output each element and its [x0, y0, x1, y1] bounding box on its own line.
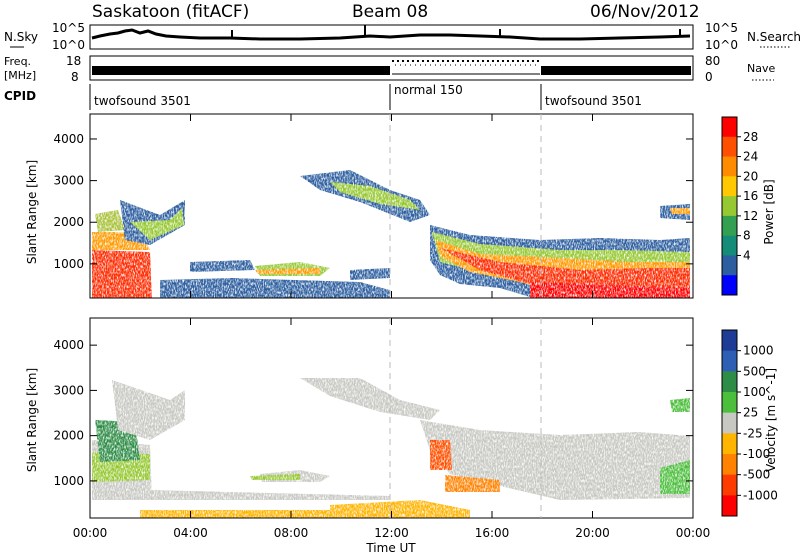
colorbar-tick-label: 28 [743, 130, 758, 144]
colorbar-tick-label: 100 [743, 385, 766, 399]
nave-label: Nave [747, 62, 775, 75]
date-title: 06/Nov/2012 [590, 2, 700, 22]
velocity-y-ticks: 1000 2000 3000 4000 [53, 338, 693, 488]
colorbar-tick-label: 4 [743, 248, 751, 262]
velocity-y-axis-label: Slant Range [km] [25, 368, 39, 472]
nsky-trace [91, 28, 691, 41]
cpid-segment-3: twofsound 3501 [545, 94, 642, 108]
colorbar-tick-label: -100 [743, 447, 770, 461]
y-tick-label: 3000 [53, 383, 84, 397]
colorbar-swatch [722, 156, 737, 177]
freq-band-2 [541, 66, 691, 75]
freq-unit: [MHz] [4, 69, 36, 82]
freq-tick-low: 8 [71, 70, 79, 84]
colorbar-tick-label: 25 [743, 406, 758, 420]
beam-title: Beam 08 [352, 2, 428, 22]
nsky-label: N.Sky [4, 30, 38, 44]
nave-tick-low: 0 [705, 70, 713, 84]
velocity-colorbar: 1000 500 100 25 -25 -100 -500 -1000 [721, 329, 778, 517]
nsearch-tick-low: 10^0 [705, 38, 738, 52]
nsky-tick-low: 10^0 [52, 38, 85, 52]
x-tick-label: 12:00 [374, 526, 409, 540]
nsearch-tick-high: 10^5 [705, 21, 738, 35]
colorbar-swatch [722, 176, 737, 197]
x-tick-label: 08:00 [274, 526, 309, 540]
colorbar-swatch [722, 255, 737, 276]
colorbar-swatch [722, 495, 737, 517]
nsearch-label: N.Search [747, 30, 800, 44]
y-tick-label: 1000 [53, 257, 84, 271]
colorbar-tick-label: 16 [743, 189, 758, 203]
power-colorbar-label: Power [dB] [762, 179, 776, 244]
x-tick-label: 16:00 [475, 526, 510, 540]
frequency-panel: Freq. [MHz] 18 8 Nave 80 0 [4, 54, 775, 84]
colorbar-swatch [722, 392, 737, 414]
freq-band-1 [92, 66, 390, 75]
colorbar-swatch [722, 412, 737, 434]
colorbar-swatch [722, 275, 737, 296]
colorbar-tick-label: -500 [743, 468, 770, 482]
colorbar-swatch [722, 371, 737, 393]
colorbar-swatch [722, 474, 737, 496]
y-tick-label: 4000 [53, 132, 84, 146]
x-tick-label: 00:00 [676, 526, 711, 540]
colorbar-swatch [722, 454, 737, 476]
colorbar-swatch [722, 215, 737, 237]
power-scatter [90, 114, 693, 298]
colorbar-swatch [722, 433, 737, 455]
x-tick-label: 20:00 [575, 526, 610, 540]
power-colorbar: 28 24 20 16 12 8 4 [721, 116, 758, 296]
colorbar-frame [721, 116, 738, 296]
colorbar-swatch [722, 196, 737, 217]
cpid-row: CPID twofsound 3501 normal 150 twofsound… [4, 83, 642, 110]
freq-label: Freq. [4, 55, 31, 68]
colorbar-swatch [722, 117, 737, 138]
x-tick-label: 00:00 [73, 526, 108, 540]
colorbar-tick-label: -25 [743, 426, 763, 440]
colorbar-swatch [722, 350, 737, 372]
colorbar-tick-label: 500 [743, 364, 766, 378]
power-x-ticks [89, 114, 694, 298]
y-tick-label: 2000 [53, 429, 84, 443]
x-axis-label: Time UT [365, 541, 416, 554]
cpid-label: CPID [4, 89, 36, 103]
x-tick-label: 04:00 [173, 526, 208, 540]
y-tick-label: 2000 [53, 215, 84, 229]
cpid-segment-2: normal 150 [394, 83, 463, 97]
power-y-ticks: 1000 2000 3000 4000 [53, 132, 693, 271]
colorbar-tick-label: 8 [743, 229, 751, 243]
power-panel: Slant Range [km] 1000 2000 3000 4000 28 24 20… [25, 113, 776, 299]
colorbar-tick-label: 24 [743, 150, 758, 164]
nsky-tick-high: 10^5 [52, 21, 85, 35]
colorbar-frame [721, 329, 738, 517]
freq-tick-high: 18 [66, 54, 81, 68]
y-tick-label: 3000 [53, 174, 84, 188]
nsky-panel: N.Sky 10^5 10^0 N.Search 10^5 10^0 [4, 21, 800, 52]
y-tick-label: 1000 [53, 474, 84, 488]
velocity-colorbar-label: Velocity [m s^-1] [764, 368, 778, 472]
power-y-axis-label: Slant Range [km] [25, 160, 39, 264]
colorbar-swatch [722, 235, 737, 256]
colorbar-tick-label: 1000 [743, 344, 774, 358]
colorbar-tick-label: 20 [743, 169, 758, 183]
cpid-segment-1: twofsound 3501 [94, 94, 191, 108]
colorbar-tick-label: 12 [743, 209, 758, 223]
colorbar-swatch [722, 136, 737, 158]
colorbar-swatch [722, 330, 737, 352]
nave-tick-high: 80 [705, 54, 720, 68]
y-tick-label: 4000 [53, 338, 84, 352]
velocity-scatter [90, 318, 693, 518]
velocity-x-ticks: 00:00 04:00 08:00 12:00 16:00 20:00 00:00 [73, 318, 711, 540]
station-title: Saskatoon (fitACF) [92, 2, 249, 22]
colorbar-tick-label: -1000 [743, 488, 778, 502]
